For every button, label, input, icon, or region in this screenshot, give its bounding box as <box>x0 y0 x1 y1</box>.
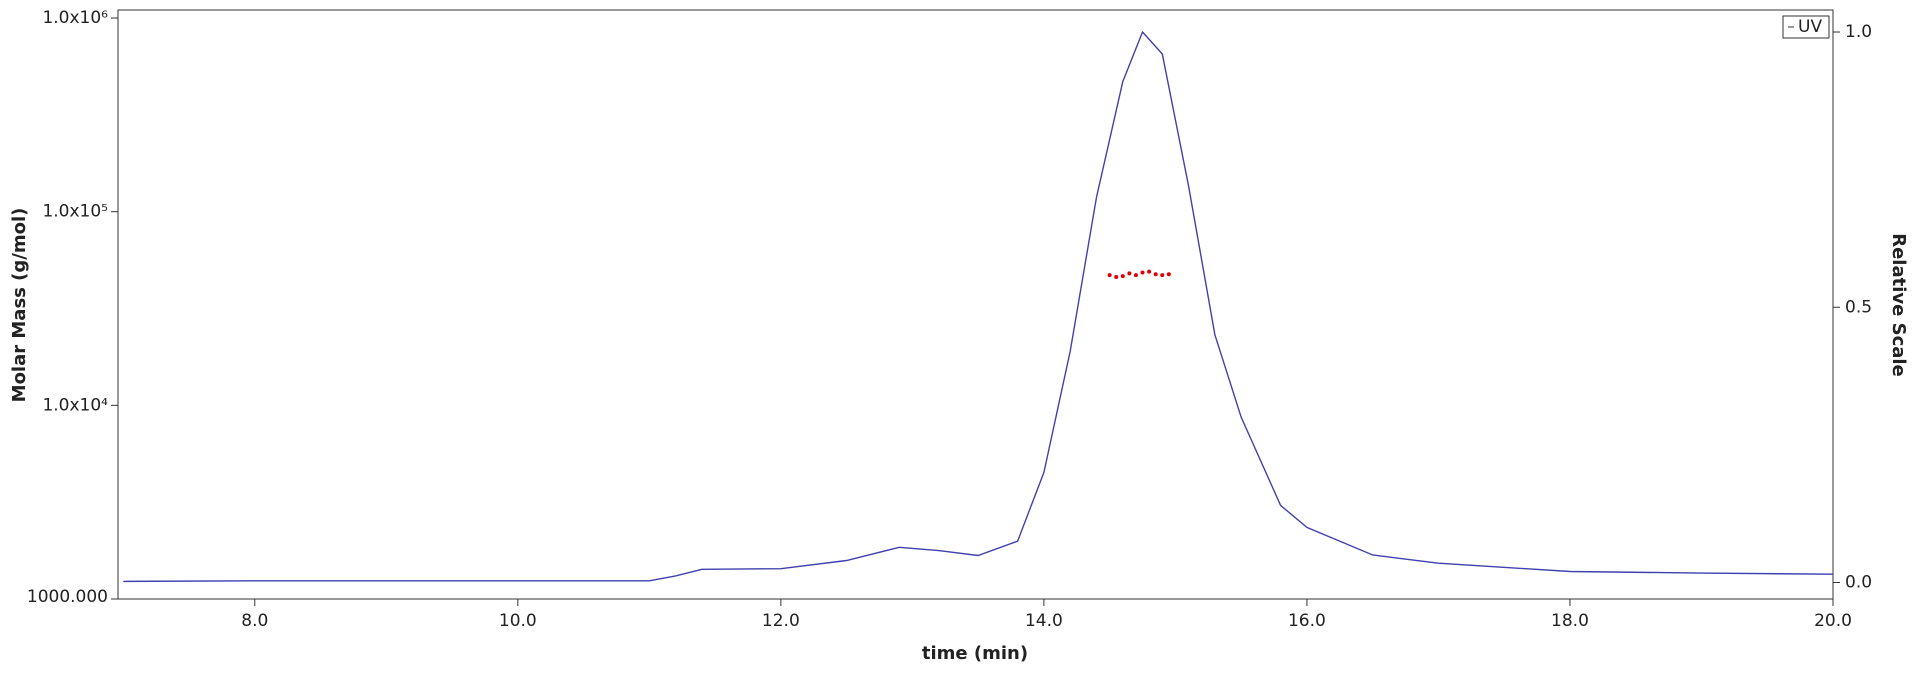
y-tick-label: 1000.000 <box>27 587 108 607</box>
x-axis-label: time (min) <box>922 643 1028 664</box>
y-tick-label: 1.0x10⁴ <box>42 395 108 415</box>
x-tick-label: 10.0 <box>499 611 537 631</box>
y2-axis-label: Relative Scale <box>1888 233 1909 377</box>
x-tick-label: 16.0 <box>1288 611 1326 631</box>
data-point <box>1120 274 1125 279</box>
data-point <box>1114 274 1119 279</box>
y-tick-label: 1.0x10⁵ <box>42 202 108 222</box>
data-point <box>1133 273 1138 278</box>
data-point <box>1127 271 1132 276</box>
plot-frame <box>117 9 1834 600</box>
legend-box <box>1782 15 1830 39</box>
y-tick-label: 1.0x10⁶ <box>42 8 108 28</box>
y2-tick-label: 0.0 <box>1845 572 1872 592</box>
data-point <box>1166 272 1171 277</box>
x-tick-label: 20.0 <box>1814 611 1852 631</box>
y2-tick-label: 1.0 <box>1845 22 1872 42</box>
data-point <box>1107 273 1112 278</box>
data-point <box>1140 270 1145 275</box>
legend-label: UV <box>1798 17 1822 37</box>
data-point <box>1153 272 1158 277</box>
data-point <box>1160 273 1165 278</box>
x-tick-label: 8.0 <box>241 611 268 631</box>
x-tick-label: 18.0 <box>1551 611 1589 631</box>
data-line <box>123 30 1834 583</box>
y2-tick-label: 0.5 <box>1845 297 1872 317</box>
x-tick-label: 12.0 <box>762 611 800 631</box>
x-tick-label: 14.0 <box>1025 611 1063 631</box>
data-point <box>1147 269 1152 274</box>
y-axis-label: Molar Mass (g/mol) <box>9 208 30 403</box>
